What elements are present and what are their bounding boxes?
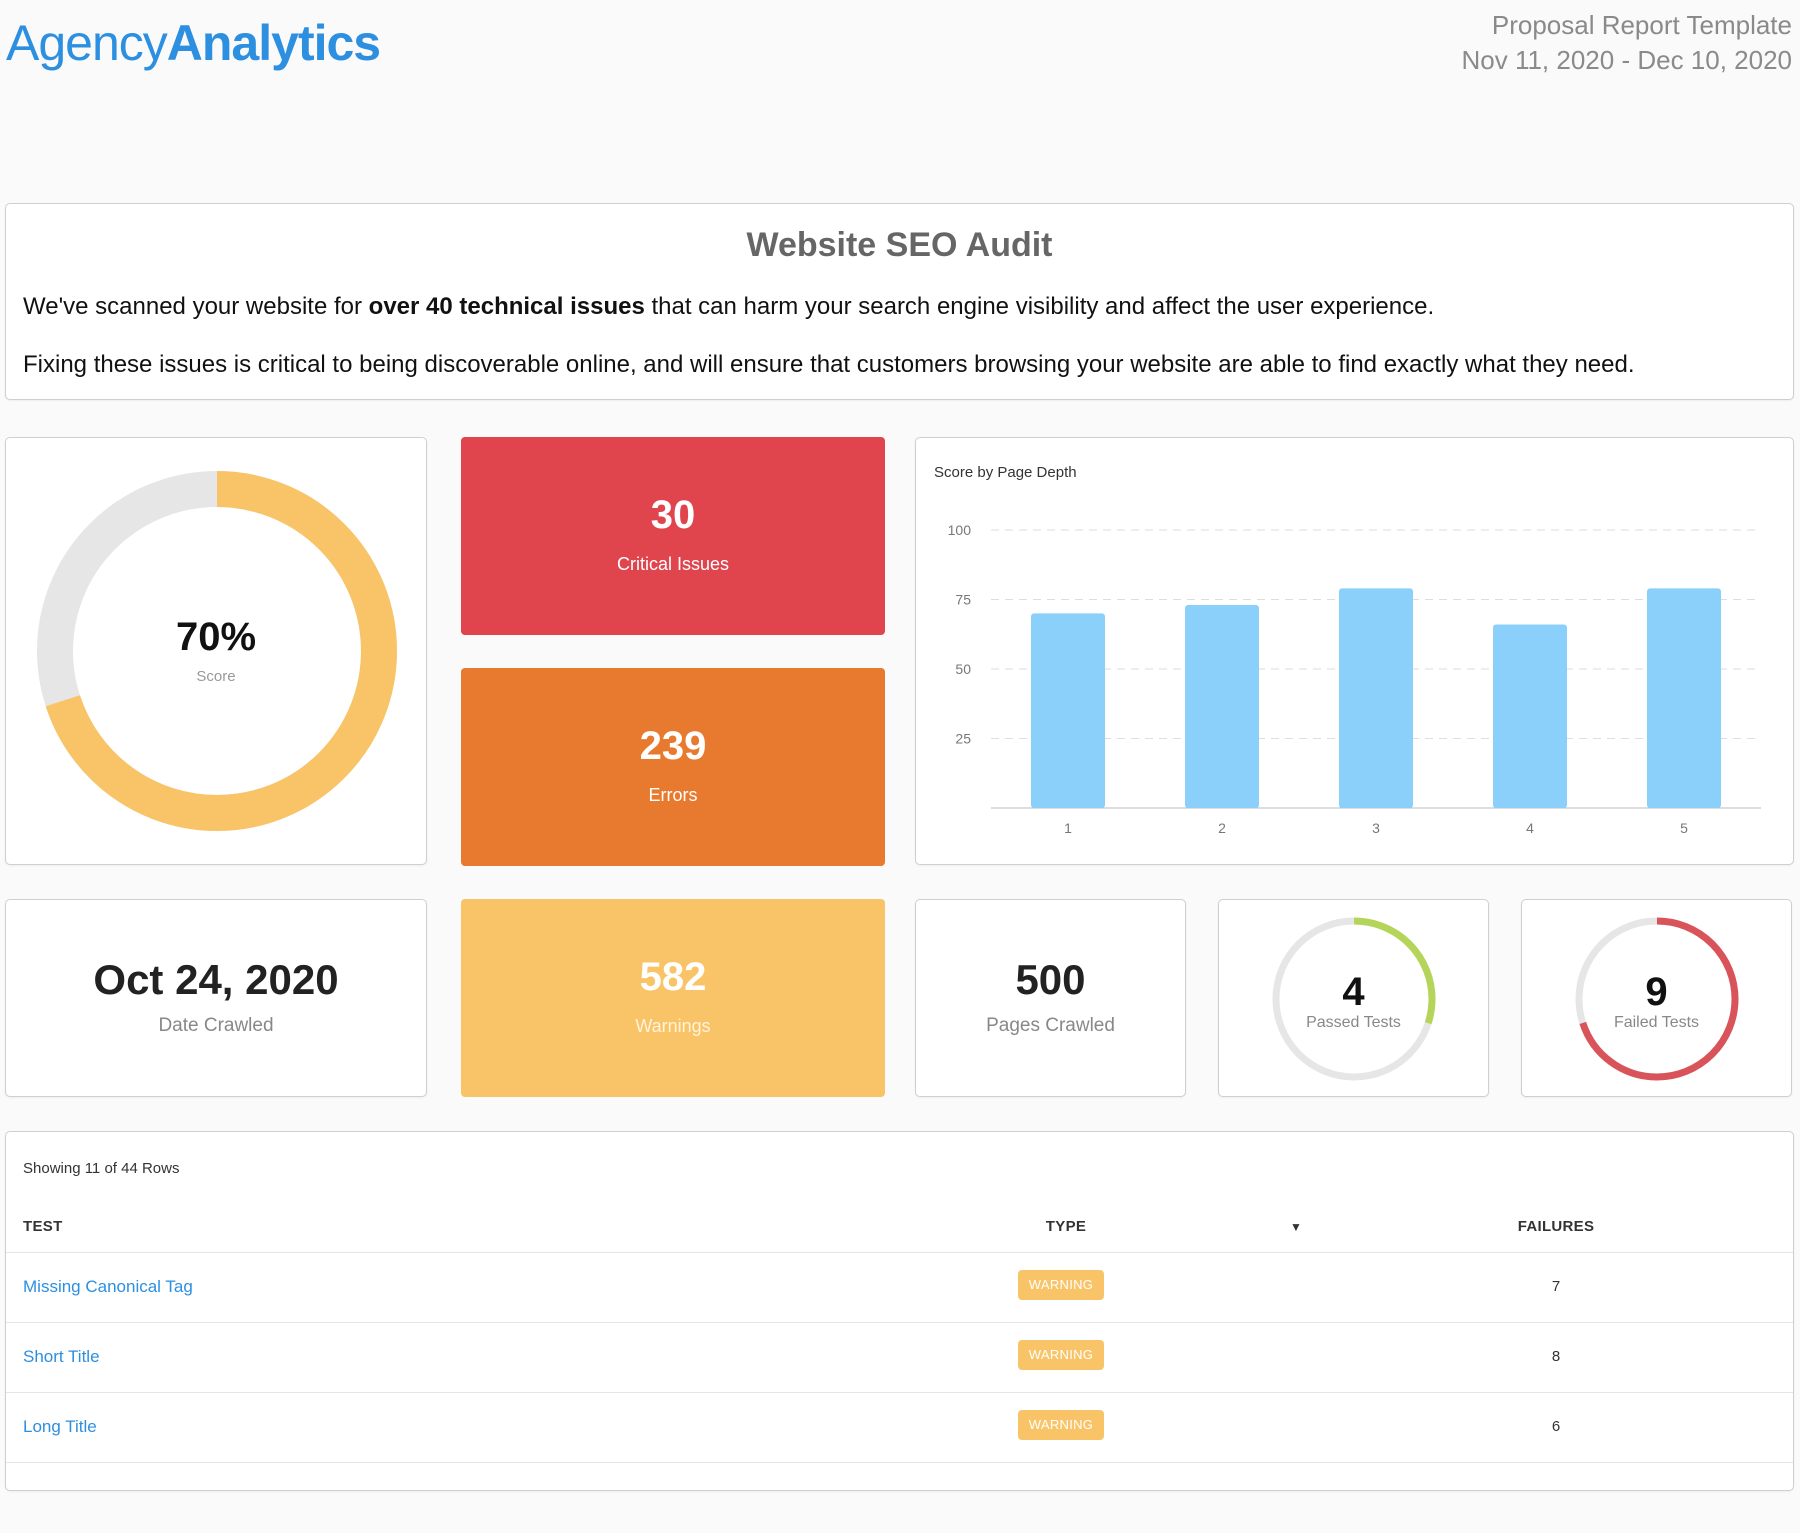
audit-tests-table: Showing 11 of 44 Rows TEST TYPE ▼ FAILUR… <box>5 1131 1794 1491</box>
column-header-test[interactable]: TEST <box>23 1218 63 1235</box>
warnings-tile: 582 Warnings <box>461 899 885 1097</box>
warnings-value: 582 <box>639 955 707 999</box>
y-tick-label: 50 <box>955 661 971 677</box>
intro-title: Website SEO Audit <box>746 226 1053 264</box>
x-tick-label: 2 <box>1218 820 1226 836</box>
type-badge: WARNING <box>1018 1340 1104 1370</box>
pages-crawled-card: 500 Pages Crawled <box>915 899 1186 1097</box>
passed-tests-label: Passed Tests <box>1306 1014 1401 1031</box>
chart-title: Score by Page Depth <box>934 464 1077 481</box>
failed-tests-ring <box>1575 917 1739 1081</box>
failed-tests-card: 9 Failed Tests <box>1521 899 1792 1097</box>
critical-issues-label: Critical Issues <box>616 554 730 574</box>
rows-count-text: Showing 11 of 44 Rows <box>23 1160 180 1177</box>
errors-tile: 239 Errors <box>461 668 885 866</box>
column-header-type[interactable]: TYPE <box>1045 1218 1087 1235</box>
test-link[interactable]: Missing Canonical Tag <box>23 1277 193 1296</box>
failed-tests-value: 9 <box>1645 970 1668 1014</box>
date-crawled-label: Date Crawled <box>158 1015 274 1036</box>
bar <box>1647 588 1721 808</box>
bar <box>1031 613 1105 808</box>
warnings-label: Warnings <box>635 1016 711 1036</box>
critical-issues-tile: 30 Critical Issues <box>461 437 885 635</box>
seo-audit-intro-card: Website SEO Audit We've scanned your web… <box>5 203 1794 400</box>
pages-crawled-value: 500 <box>1015 956 1086 1003</box>
agency-analytics-logo: AgencyAnalytics <box>6 14 381 72</box>
passed-ring-arc <box>1272 917 1436 1081</box>
y-tick-label: 25 <box>955 731 971 747</box>
sort-caret-down-icon[interactable]: ▼ <box>1290 1220 1303 1234</box>
table-row: Short Title WARNING 8 <box>6 1322 1793 1393</box>
x-tick-label: 1 <box>1064 820 1072 836</box>
logo-analytics-text: Analytics <box>166 15 381 71</box>
critical-issues-value: 30 <box>650 493 696 537</box>
table-row: Long Title WARNING 6 <box>6 1392 1793 1463</box>
column-header-failures[interactable]: FAILURES <box>1517 1218 1595 1235</box>
intro-p1-bold: over 40 technical issues <box>368 293 645 320</box>
failed-tests-label: Failed Tests <box>1613 1014 1700 1031</box>
intro-p1-end: that can harm your search engine visibil… <box>644 293 1435 320</box>
intro-paragraph-2: Fixing these issues is critical to being… <box>23 351 1635 378</box>
x-tick-label: 4 <box>1526 820 1534 836</box>
score-by-page-depth-card: Score by Page Depth 25 50 75 100 1 2 3 4 5 <box>915 437 1794 865</box>
errors-label: Errors <box>648 785 698 805</box>
table-row-divider <box>6 1462 1793 1533</box>
date-crawled-value: Oct 24, 2020 <box>93 956 339 1003</box>
y-tick-label: 100 <box>948 522 972 538</box>
errors-value: 239 <box>639 724 707 768</box>
report-title: Proposal Report Template <box>1491 10 1792 40</box>
test-link[interactable]: Long Title <box>23 1417 97 1436</box>
score-label: Score <box>196 668 236 685</box>
type-badge: WARNING <box>1018 1270 1104 1300</box>
type-badge: WARNING <box>1018 1410 1104 1440</box>
report-info: Proposal Report Template Nov 11, 2020 - … <box>1461 8 1792 78</box>
intro-p1-start: We've scanned your website for <box>23 293 369 320</box>
table-row: Missing Canonical Tag WARNING 7 <box>6 1252 1793 1323</box>
date-crawled-card: Oct 24, 2020 Date Crawled <box>5 899 427 1097</box>
logo-agency-text: Agency <box>6 15 168 71</box>
x-tick-label: 3 <box>1372 820 1380 836</box>
score-value: 70% <box>175 615 257 659</box>
report-date-range: Nov 11, 2020 - Dec 10, 2020 <box>1461 45 1792 75</box>
score-by-page-depth-chart: 25 50 75 100 1 2 3 4 5 <box>948 522 1761 836</box>
failures-count: 8 <box>1551 1348 1561 1365</box>
test-link[interactable]: Short Title <box>23 1347 100 1366</box>
score-donut-arc <box>37 471 397 831</box>
score-donut <box>37 471 397 831</box>
failures-count: 6 <box>1551 1418 1561 1435</box>
passed-tests-ring <box>1272 917 1436 1081</box>
score-donut-card: 70% Score <box>5 437 427 865</box>
intro-paragraph-1: We've scanned your website for over 40 t… <box>23 293 1434 321</box>
bar <box>1185 605 1259 808</box>
failed-ring-arc <box>1575 917 1739 1081</box>
bar <box>1339 588 1413 808</box>
passed-tests-card: 4 Passed Tests <box>1218 899 1489 1097</box>
bar <box>1493 624 1567 808</box>
passed-tests-value: 4 <box>1342 970 1365 1014</box>
x-tick-label: 5 <box>1680 820 1688 836</box>
pages-crawled-label: Pages Crawled <box>986 1015 1115 1036</box>
y-tick-label: 75 <box>955 592 971 608</box>
failures-count: 7 <box>1551 1278 1561 1295</box>
